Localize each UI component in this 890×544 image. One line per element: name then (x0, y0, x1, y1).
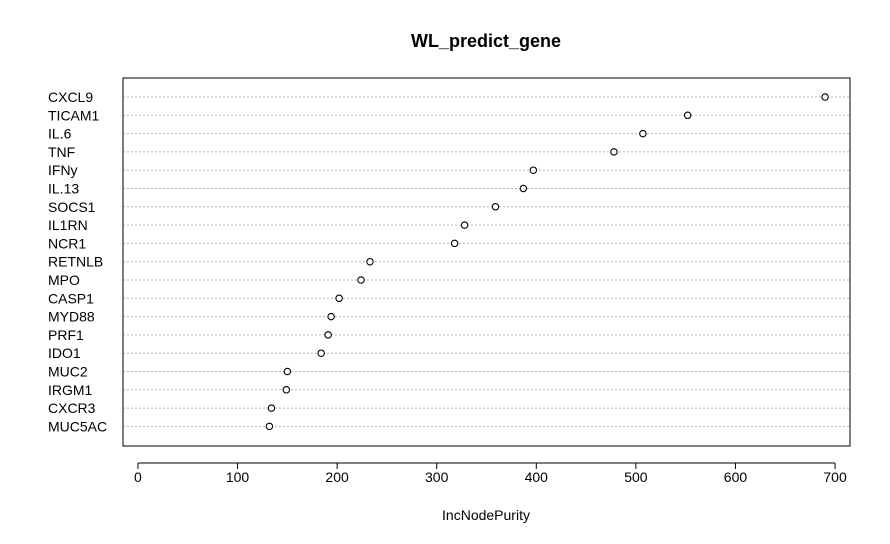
category-label: TNF (48, 144, 75, 160)
point-muc2 (283, 367, 292, 376)
point-mpo (357, 276, 365, 284)
point-socs1 (491, 203, 500, 211)
category-label: IFNy (48, 162, 78, 178)
point-il-13 (519, 184, 528, 193)
category-label: IL1RN (48, 217, 88, 233)
category-labels: CXCL9 TICAM1 IL.6 TNF IFNy IL.13 SOCS1 IL1RN NCR… (48, 89, 107, 434)
x-axis-label: IncNodePurity (442, 507, 530, 523)
category-label: IL.13 (48, 181, 79, 197)
point-il-6 (639, 129, 647, 138)
x-tick-label: 200 (325, 469, 349, 485)
x-tick-label: 100 (226, 469, 250, 485)
category-label: CASP1 (48, 290, 94, 306)
category-label: IRGM1 (48, 382, 93, 398)
category-label: IL.6 (48, 126, 72, 142)
category-label: TICAM1 (48, 107, 100, 123)
chart-title: WL_predict_gene (411, 31, 561, 51)
point-cxcl9 (821, 93, 829, 101)
category-label: MYD88 (48, 309, 95, 325)
point-prf1 (324, 331, 332, 339)
point-cxcr3 (267, 404, 276, 412)
point-retnlb (366, 257, 374, 266)
plot-frame (122, 77, 851, 447)
x-tick-label: 500 (624, 469, 648, 485)
point-tnf (610, 148, 618, 156)
grid-lines (123, 96, 850, 427)
x-tick-label: 700 (823, 469, 847, 485)
x-tick-label: 400 (525, 469, 549, 485)
data-points (265, 93, 829, 431)
category-label: SOCS1 (48, 199, 96, 215)
category-label: MPO (48, 272, 80, 288)
point-ncr1 (450, 239, 459, 248)
point-casp1 (335, 294, 343, 303)
x-tick-label: 0 (134, 469, 142, 485)
x-axis: 0 100 200 300 400 500 600 700 (134, 462, 847, 485)
point-ifny (529, 166, 538, 174)
x-tick-label: 300 (425, 469, 449, 485)
point-myd88 (327, 312, 335, 321)
point-irgm1 (282, 386, 291, 394)
category-label: MUC2 (48, 364, 88, 380)
category-label: NCR1 (48, 235, 86, 251)
point-muc5ac (265, 422, 274, 431)
category-label: MUC5AC (48, 418, 107, 434)
category-label: RETNLB (48, 254, 103, 270)
point-ido1 (317, 349, 325, 357)
category-label: CXCL9 (48, 89, 93, 105)
x-tick-label: 600 (724, 469, 748, 485)
category-label: IDO1 (48, 345, 81, 361)
category-label: PRF1 (48, 327, 84, 343)
point-ticam1 (683, 111, 692, 120)
category-label: CXCR3 (48, 400, 96, 416)
point-il1rn (460, 221, 469, 229)
